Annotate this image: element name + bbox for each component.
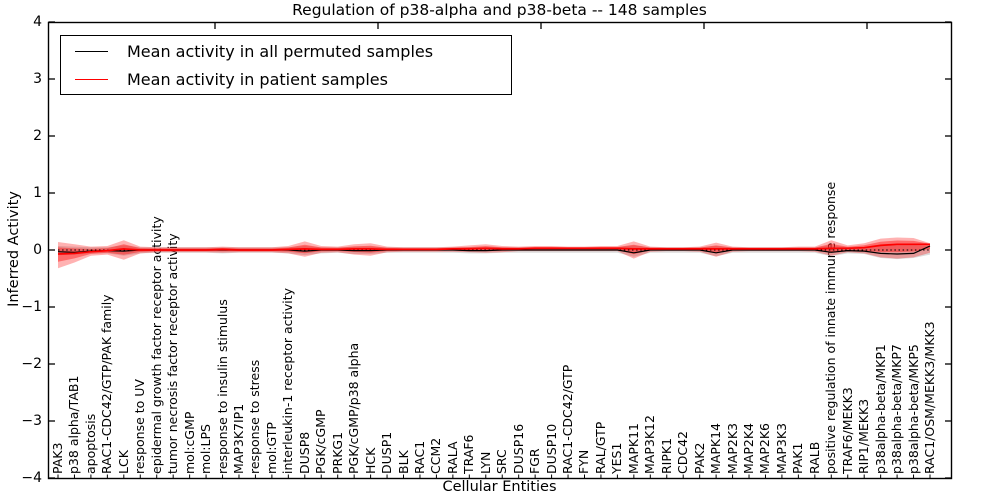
x-tick-label: FGR <box>527 448 543 474</box>
x-tick-label: response to stress <box>247 359 263 474</box>
x-tick-label: epidermal growth factor receptor activit… <box>148 216 164 474</box>
x-tick-label: RAC1-CDC42/GTP <box>560 364 576 474</box>
x-tick-label: PGK/cGMP <box>313 409 329 474</box>
y-tick-label: −2 <box>21 355 42 372</box>
y-tick-label: −3 <box>21 412 42 429</box>
legend-item-patient: Mean activity in patient samples <box>61 65 511 93</box>
legend-item-permuted: Mean activity in all permuted samples <box>61 37 511 65</box>
legend-line-red <box>75 78 108 80</box>
x-tick-label: PAK2 <box>691 442 707 474</box>
x-tick-label: PRKG1 <box>329 431 345 474</box>
x-tick-label: positive regulation of innate immune res… <box>823 181 839 474</box>
x-tick-label: response to UV <box>132 379 148 474</box>
x-tick-label: p38alpha-beta/MKP1 <box>872 344 888 474</box>
x-tick-label: YES1 <box>609 442 625 474</box>
x-tick-label: mol:cGMP <box>181 411 197 474</box>
x-tick-label: MAP2K6 <box>757 423 773 474</box>
x-tick-label: SRC <box>494 449 510 474</box>
x-tick-label: tumor necrosis factor receptor activity <box>165 233 181 474</box>
x-tick-label: RIPK1 <box>658 437 674 474</box>
y-tick-label: −1 <box>21 298 42 315</box>
x-tick-label: p38alpha-beta/MKP7 <box>889 344 905 474</box>
legend: Mean activity in all permuted samples Me… <box>60 35 512 95</box>
y-tick-label: 1 <box>33 184 42 201</box>
x-tick-label: interleukin-1 receptor activity <box>280 287 296 474</box>
y-tick-label: 0 <box>33 241 42 258</box>
x-tick-label: BLK <box>395 450 411 474</box>
x-tick-label: p38alpha-beta/MKP5 <box>905 344 921 474</box>
legend-line-black <box>75 50 108 52</box>
x-tick-label: RALB <box>806 441 822 474</box>
y-tick-label: 2 <box>33 127 42 144</box>
x-tick-label: DUSP10 <box>543 423 559 474</box>
legend-label-permuted: Mean activity in all permuted samples <box>127 41 434 61</box>
x-tick-label: LYN <box>477 451 493 474</box>
y-tick-label: 4 <box>33 13 42 30</box>
x-tick-label: MAP2K4 <box>741 423 757 474</box>
x-tick-label: apoptosis <box>82 413 98 474</box>
x-tick-label: PAK3 <box>50 442 65 474</box>
x-tick-label: CDC42 <box>675 431 691 474</box>
x-tick-label: RAC1 <box>411 440 427 474</box>
y-tick-label: 3 <box>33 70 42 87</box>
x-tick-label: LCK <box>115 450 131 474</box>
x-tick-label: FYN <box>576 449 592 474</box>
x-tick-label: MAP2K3 <box>724 423 740 474</box>
x-tick-label: MAPK14 <box>708 423 724 474</box>
chart-title: Regulation of p38-alpha and p38-beta -- … <box>292 1 707 19</box>
x-tick-label: MAP3K7IP1 <box>230 403 246 474</box>
x-tick-label: PGK/cGMP/p38 alpha <box>346 342 362 474</box>
x-tick-label: p38 alpha/TAB1 <box>66 375 82 474</box>
x-tick-label: RAL/GTP <box>592 421 608 474</box>
legend-label-patient: Mean activity in patient samples <box>127 69 388 89</box>
x-tick-label: MAP3K12 <box>642 415 658 474</box>
x-tick-label: PAK1 <box>790 442 806 474</box>
x-axis-label: Cellular Entities <box>442 479 557 495</box>
x-tick-label: mol:GTP <box>263 422 279 474</box>
x-tick-label: MAP3K3 <box>773 423 789 474</box>
y-tick-label: −4 <box>21 469 42 486</box>
x-tick-label: CCM2 <box>428 437 444 474</box>
x-tick-label: RAC1/OSM/MEKK3/MKK3 <box>922 321 937 474</box>
x-tick-label: TRAF6 <box>461 434 477 474</box>
x-tick-label: response to insulin stimulus <box>214 299 230 474</box>
x-tick-label: DUSP16 <box>510 423 526 474</box>
x-tick-label: RAC1-CDC42/GTP/PAK family <box>99 294 115 474</box>
x-tick-label: DUSP8 <box>296 431 312 474</box>
x-tick-label: RIP1/MEKK3 <box>856 398 872 474</box>
x-tick-label: HCK <box>362 447 378 474</box>
x-tick-label: TRAF6/MEKK3 <box>839 387 855 474</box>
x-tick-label: MAPK11 <box>625 423 641 474</box>
x-tick-label: RALA <box>444 441 460 474</box>
x-tick-label: mol:LPS <box>198 424 214 474</box>
x-tick-label: DUSP1 <box>379 431 395 474</box>
